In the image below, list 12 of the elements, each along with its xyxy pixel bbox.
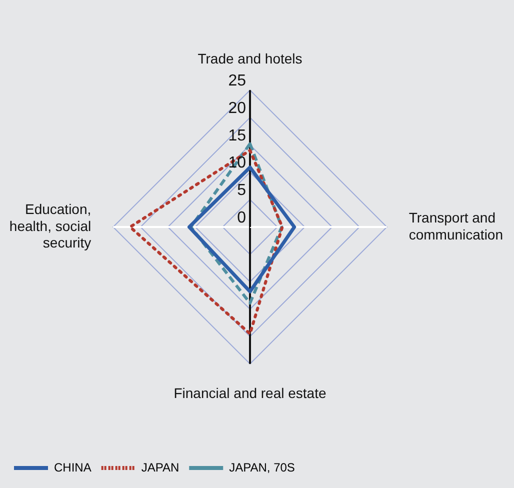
legend-label: JAPAN [141,460,180,474]
legend-label: CHINA [54,460,92,474]
spoke-label: Trade and hotels [198,50,302,67]
y-tick-label: 25 [228,72,246,90]
spoke-label: Transport and communication [408,209,504,242]
y-tick-label: 20 [228,100,246,117]
y-tick-label: 15 [228,127,246,144]
y-tick-label: 5 [237,182,246,200]
legend-label: JAPAN, 70S [229,460,295,474]
y-tick-label: 0 [237,209,246,226]
spoke-label: Education, health, social security [9,201,92,251]
spoke-label: Financial and real estate [174,385,326,402]
